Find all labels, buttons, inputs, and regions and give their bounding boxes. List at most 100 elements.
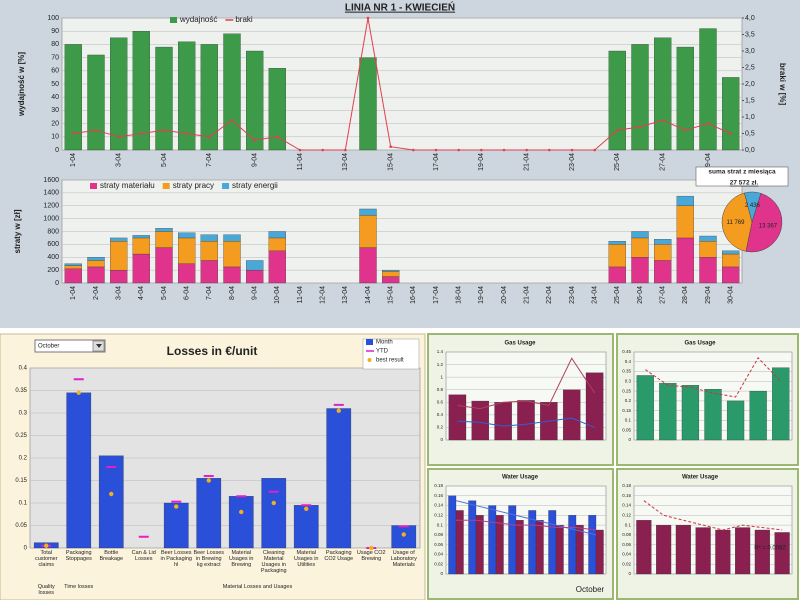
bar: [155, 231, 173, 248]
x-tick-label: 25-04: [614, 286, 621, 304]
y-tick-label: 0.05: [622, 427, 631, 432]
pie-label: 11 769: [727, 220, 746, 226]
legend-label: straty materiału: [100, 181, 155, 190]
month-dropdown-value: October: [38, 344, 59, 350]
bar: [66, 392, 92, 549]
bar: [448, 495, 457, 575]
bar: [223, 33, 241, 151]
bar: [495, 515, 504, 575]
x-tick-label: 17-04: [433, 153, 440, 171]
y-tick-label: 1200: [43, 203, 59, 210]
x-tick-label: 9-04: [252, 153, 259, 167]
bar: [196, 478, 222, 549]
line-point: [434, 148, 438, 152]
x-tick-label-box: Material Usages in Utilities: [294, 550, 318, 568]
y2-tick-label: 0,0: [745, 147, 755, 154]
x-tick-label-box: Material Usages in Brewing: [229, 550, 253, 568]
legend-label: braki: [235, 15, 253, 24]
x-tick-label: 21-04: [524, 286, 531, 304]
line-point: [321, 148, 324, 152]
y-tick-label: 0.2: [625, 398, 632, 403]
bar: [261, 478, 287, 549]
x-tick-label: 7-04: [206, 153, 213, 167]
bar: [726, 400, 745, 441]
bar: [488, 505, 497, 575]
x-tick-label-box: Packaging CO2 Usage: [324, 550, 353, 562]
y-tick-label: 0.08: [434, 532, 443, 537]
bar: [681, 385, 700, 441]
y-tick-label: 0: [440, 571, 443, 576]
y-tick-label: 0.4: [625, 359, 632, 364]
y-tick-label: 0: [628, 571, 631, 576]
best-marker: [206, 478, 211, 483]
best-marker: [174, 504, 179, 509]
bar: [548, 510, 557, 575]
x-tick-label: Beer Losses in Brewing kg extract: [193, 550, 225, 568]
y2-tick-label: 1,5: [745, 97, 755, 104]
x-tick-label: 25-04: [614, 153, 621, 171]
x-tick-label-box: Usage CO2 Brewing: [356, 550, 386, 562]
x-tick-label-box: Cleaning Material Usages in Packaging: [261, 550, 287, 574]
bar: [87, 257, 105, 261]
bar: [132, 237, 150, 255]
y-tick-label: 0.35: [15, 388, 27, 394]
y-tick-label: 1600: [43, 177, 59, 184]
bar: [382, 269, 400, 272]
line-point: [457, 148, 460, 152]
bar: [223, 234, 241, 242]
group-label-box: Time losses: [64, 584, 94, 590]
x-tick-label-box: Usage of Laboratory Materials: [391, 550, 417, 568]
y-tick-label: 0.4: [19, 366, 28, 372]
bar: [246, 260, 264, 271]
line: [455, 500, 597, 536]
bar: [676, 205, 694, 239]
y-tick-label: 0: [55, 280, 59, 287]
bar: [448, 394, 467, 441]
bar: [699, 28, 717, 151]
bar: [699, 241, 717, 258]
line-point: [298, 148, 302, 152]
x-tick-label-box: Total customer claims: [35, 550, 58, 568]
y-tick-label: 90: [51, 28, 59, 35]
x-tick-label: Beer Losses in Packaging hl: [160, 550, 193, 568]
x-tick-label: 22-04: [546, 286, 553, 304]
bar: [631, 237, 649, 258]
bar: [608, 241, 626, 245]
dropdown-arrow: [96, 344, 102, 348]
bar: [359, 215, 377, 248]
x-tick-label: Usage CO2 Brewing: [356, 550, 386, 562]
x-tick-label: 13-04: [342, 286, 349, 304]
legend-label: straty pracy: [173, 181, 214, 190]
bar: [178, 41, 196, 151]
group-label: Quality losses: [37, 584, 55, 596]
bar: [87, 260, 105, 268]
bar: [98, 455, 124, 549]
x-tick-label: 9-04: [252, 286, 259, 300]
y2-tick-label: 0,5: [745, 130, 755, 137]
bar: [64, 265, 82, 269]
bar: [475, 515, 484, 575]
group-label-box: Quality losses: [37, 584, 55, 596]
chart-title: LINIA NR 1 - KWIECIEŃ: [345, 1, 455, 14]
chart-title: Gas Usage: [504, 341, 536, 347]
x-tick-label: 26-04: [637, 286, 644, 304]
bar: [110, 269, 128, 284]
bar: [246, 50, 264, 151]
bar: [695, 527, 711, 575]
x-tick-label: 2-04: [93, 286, 100, 300]
line: [456, 519, 597, 531]
x-tick-label: 1-04: [70, 153, 77, 167]
line-point: [729, 132, 732, 135]
y-tick-label: 0.04: [622, 552, 631, 557]
y-tick-label: 10: [51, 134, 59, 141]
month-dropdown[interactable]: [34, 339, 106, 353]
pie-slice: [745, 193, 783, 253]
group-label: Time losses: [64, 584, 94, 590]
chart-title: Water Usage: [502, 475, 539, 481]
bar: [715, 529, 731, 575]
x-tick-label: 18-04: [456, 286, 463, 304]
line: [645, 357, 782, 398]
best-marker: [401, 532, 406, 537]
x-tick-label: Can & Lid Losses: [131, 550, 156, 562]
y-tick-label: 0.14: [434, 503, 443, 508]
